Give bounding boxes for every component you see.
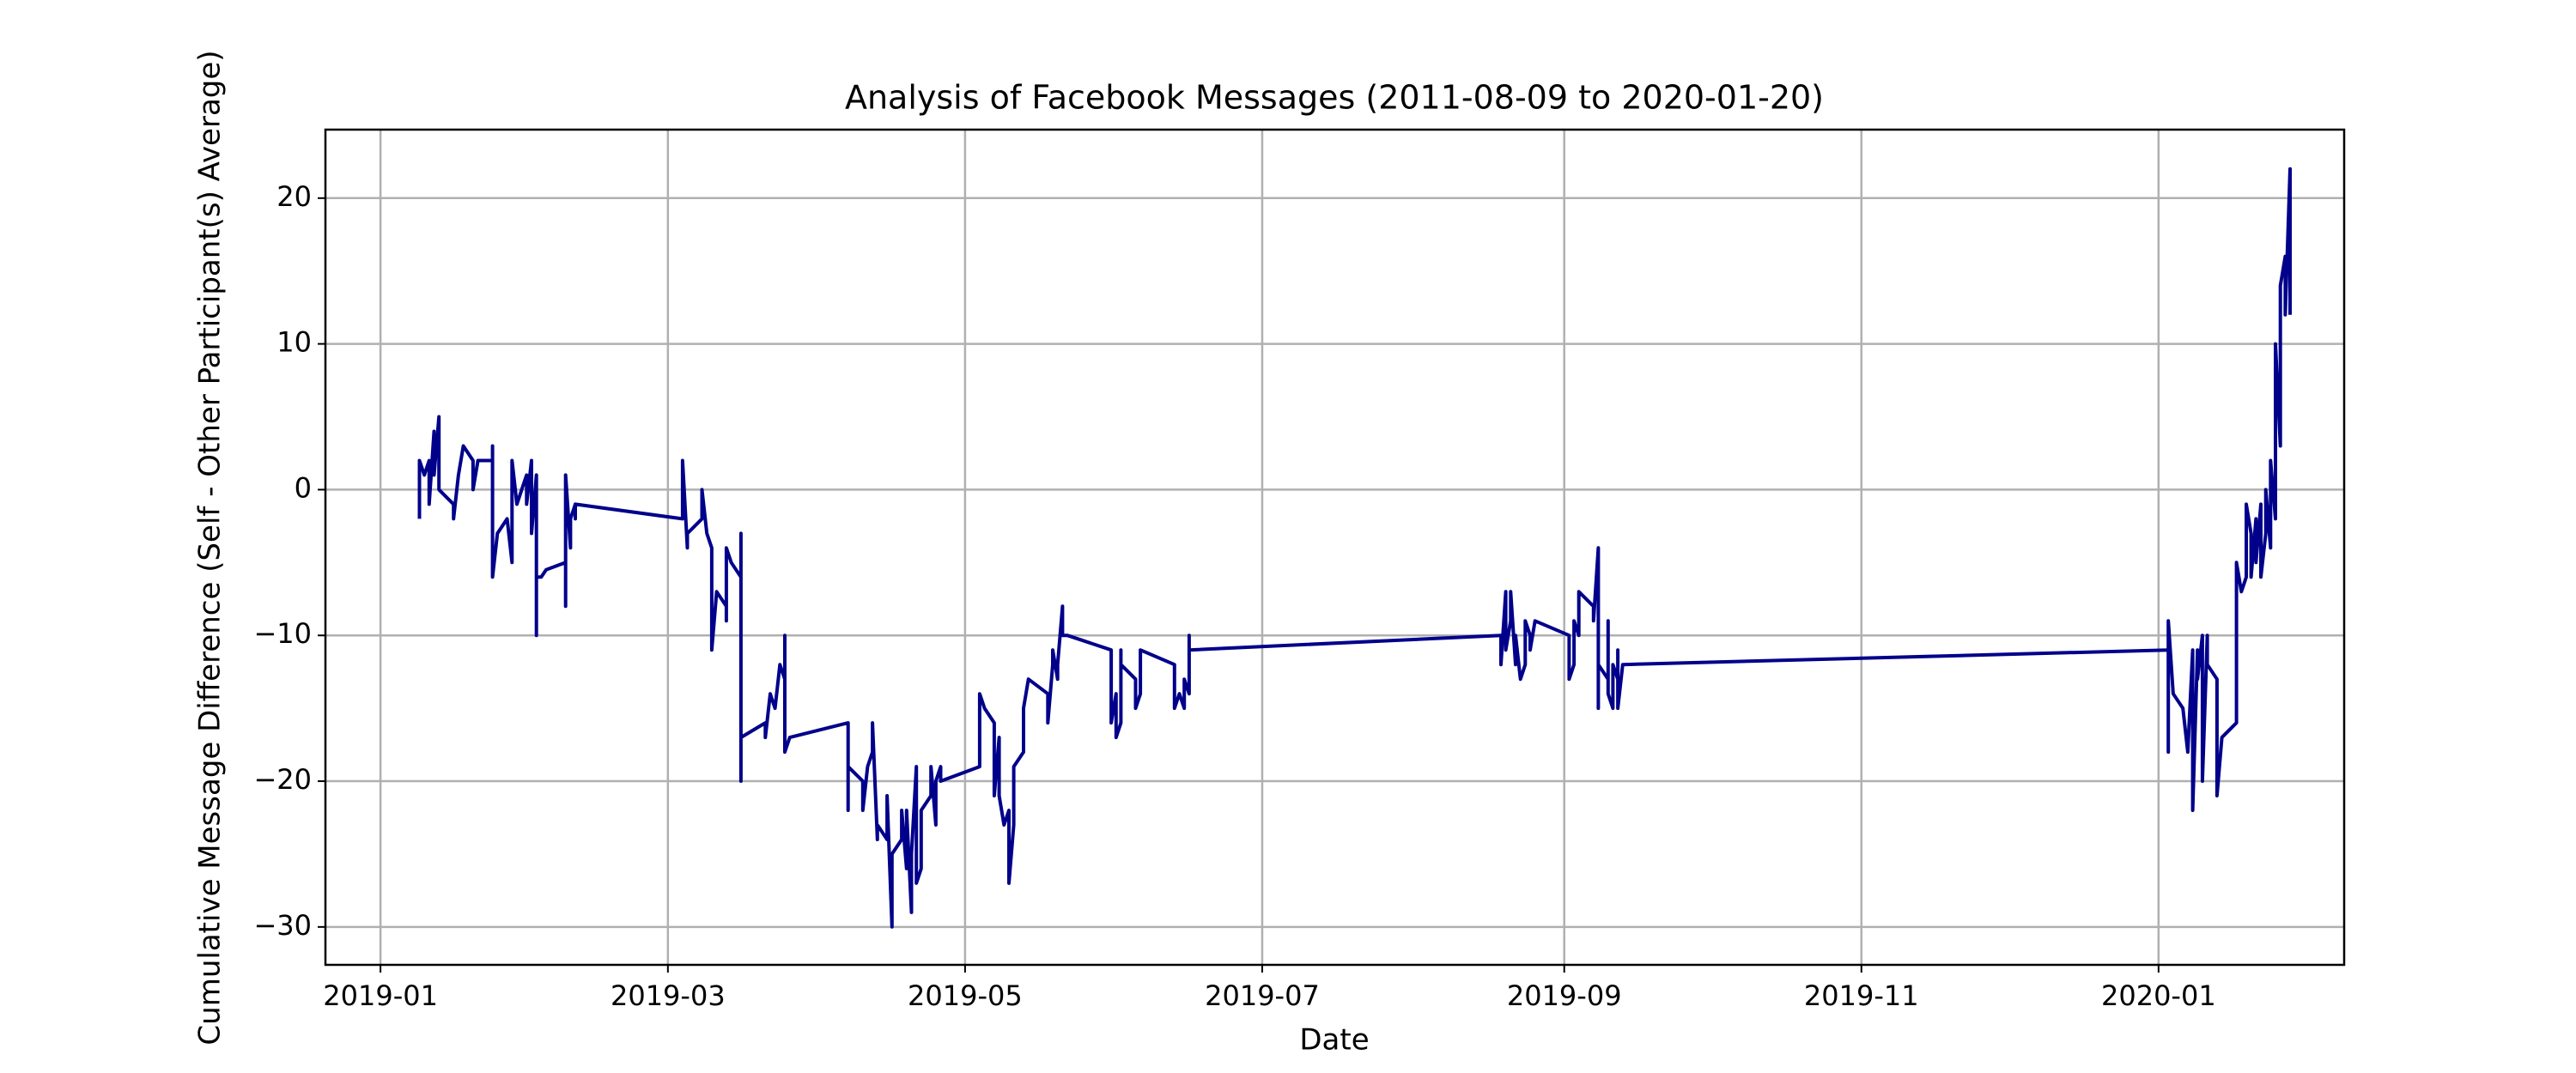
y-tick-label: −30 xyxy=(253,909,312,942)
x-tick-label: 2020-01 xyxy=(2101,979,2216,1012)
x-tick-label: 2019-05 xyxy=(908,979,1023,1012)
x-tick-label: 2019-11 xyxy=(1804,979,1919,1012)
x-tick-label: 2019-03 xyxy=(611,979,726,1012)
chart-title: Analysis of Facebook Messages (2011-08-0… xyxy=(845,79,1824,117)
x-axis-label: Date xyxy=(1299,1023,1369,1058)
x-tick-label: 2019-09 xyxy=(1507,979,1622,1012)
plot-frame xyxy=(324,128,2346,967)
y-axis-label: Cumulative Message Difference (Self - Ot… xyxy=(193,50,228,1045)
data-line xyxy=(417,167,2292,929)
y-tick-label: 10 xyxy=(276,326,312,359)
x-tick-label: 2019-07 xyxy=(1205,979,1320,1012)
y-tick-label: −10 xyxy=(253,617,312,650)
y-tick-label: −20 xyxy=(253,763,312,796)
x-tick-label: 2019-01 xyxy=(323,979,438,1012)
y-tick-label: 0 xyxy=(295,471,312,504)
y-tick-label: 20 xyxy=(276,180,312,213)
